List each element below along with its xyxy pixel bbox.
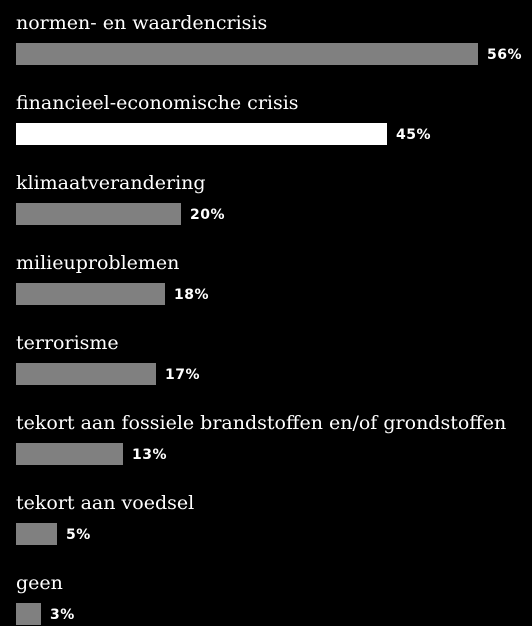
category-label: geen [16,572,63,594]
bar [16,43,478,65]
value-label: 20% [190,207,226,223]
bar [16,363,156,385]
category-label: normen- en waardencrisis [16,12,268,34]
category-label: klimaatverandering [16,172,206,194]
category-label: tekort aan fossiele brandstoffen en/of g… [16,412,507,434]
value-label: 5% [66,527,91,543]
bar [16,203,181,225]
bar [16,123,387,145]
bar [16,443,123,465]
category-label: terrorisme [16,332,119,354]
value-label: 18% [174,287,210,303]
bar [16,603,41,625]
value-label: 45% [396,127,432,143]
bar [16,283,165,305]
bar [16,523,57,545]
category-label: tekort aan voedsel [16,492,195,514]
category-label: milieuproblemen [16,252,180,274]
value-label: 56% [487,47,523,63]
value-label: 3% [50,607,75,623]
category-label: financieel-economische crisis [16,92,299,114]
value-label: 17% [165,367,201,383]
value-label: 13% [132,447,168,463]
